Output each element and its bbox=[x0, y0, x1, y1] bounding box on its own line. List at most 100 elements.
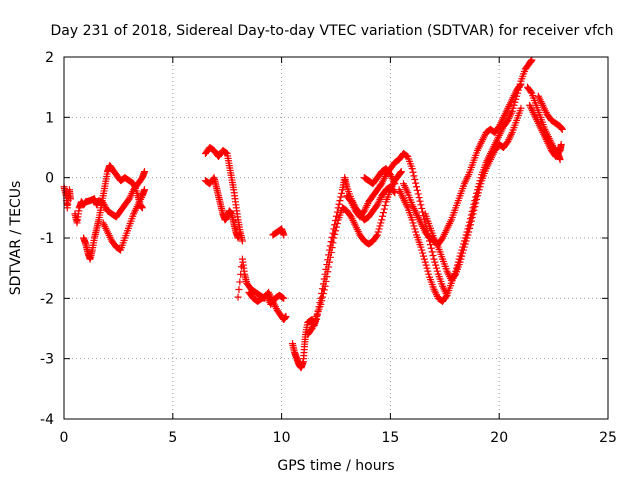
x-tick-label: 15 bbox=[381, 430, 399, 446]
data-point bbox=[558, 125, 566, 133]
data-point bbox=[417, 243, 425, 251]
data-point bbox=[397, 168, 405, 176]
data-series-3 bbox=[80, 162, 146, 263]
y-tick-label: -1 bbox=[40, 231, 54, 247]
data-point bbox=[475, 186, 483, 194]
data-point bbox=[375, 225, 383, 233]
data-point bbox=[314, 307, 322, 315]
data-point bbox=[236, 278, 244, 286]
data-point bbox=[460, 246, 468, 254]
data-point bbox=[417, 201, 425, 209]
x-tick-label: 0 bbox=[60, 430, 69, 446]
data-series-16 bbox=[421, 104, 525, 284]
data-point bbox=[378, 216, 386, 224]
data-series-15 bbox=[399, 80, 525, 248]
data-point bbox=[312, 315, 320, 323]
data-point bbox=[433, 267, 441, 275]
data-point bbox=[234, 293, 242, 301]
data-point bbox=[467, 217, 475, 225]
data-point bbox=[424, 267, 432, 275]
data-point bbox=[429, 251, 437, 259]
data-point bbox=[527, 88, 535, 96]
data-point bbox=[323, 261, 331, 269]
data-point bbox=[328, 233, 336, 241]
y-tick-label: -4 bbox=[40, 412, 54, 428]
data-point bbox=[409, 219, 417, 227]
data-point bbox=[412, 179, 420, 187]
data-point bbox=[413, 183, 421, 191]
data-series-8 bbox=[245, 288, 288, 308]
data-point bbox=[377, 219, 385, 227]
data-point bbox=[412, 228, 420, 236]
data-point bbox=[466, 224, 474, 232]
data-point bbox=[413, 186, 421, 194]
data-point bbox=[332, 212, 340, 220]
data-point bbox=[466, 221, 474, 229]
data-point bbox=[433, 264, 441, 272]
data-series-9 bbox=[269, 225, 288, 239]
data-point bbox=[463, 234, 471, 242]
data-point bbox=[280, 294, 288, 302]
data-point bbox=[379, 209, 387, 217]
data-point bbox=[459, 249, 467, 257]
data-point bbox=[432, 261, 440, 269]
chart-title: Day 231 of 2018, Sidereal Day-to-day VTE… bbox=[50, 23, 613, 39]
data-point bbox=[425, 270, 433, 278]
data-point bbox=[508, 107, 516, 115]
data-point bbox=[426, 241, 434, 249]
data-point bbox=[470, 206, 478, 214]
data-point bbox=[141, 186, 149, 194]
data-point bbox=[409, 168, 417, 176]
data-points bbox=[60, 56, 566, 372]
data-point bbox=[234, 234, 242, 242]
data-series-5 bbox=[201, 144, 246, 245]
data-point bbox=[414, 190, 422, 198]
y-tick-label: 1 bbox=[45, 110, 54, 126]
data-point bbox=[335, 200, 343, 208]
x-tick-label: 5 bbox=[168, 430, 177, 446]
data-point bbox=[427, 244, 435, 252]
data-series-18 bbox=[526, 101, 565, 161]
data-point bbox=[336, 197, 344, 205]
data-point bbox=[468, 213, 476, 221]
data-point bbox=[222, 149, 230, 157]
data-point bbox=[421, 258, 429, 266]
y-tick-label: -2 bbox=[40, 291, 54, 307]
data-point bbox=[322, 265, 330, 273]
data-point bbox=[330, 225, 338, 233]
data-point bbox=[416, 197, 424, 205]
data-point bbox=[431, 258, 439, 266]
data-point bbox=[517, 80, 525, 88]
data-point bbox=[381, 201, 389, 209]
data-series-13 bbox=[360, 165, 399, 188]
data-point bbox=[324, 256, 332, 264]
data-point bbox=[332, 217, 340, 225]
data-point bbox=[391, 189, 399, 197]
data-point bbox=[418, 246, 426, 254]
data-point bbox=[462, 237, 470, 245]
data-point bbox=[457, 255, 465, 263]
data-point bbox=[476, 183, 484, 191]
data-point bbox=[472, 199, 480, 207]
data-point bbox=[279, 294, 287, 302]
data-point bbox=[465, 228, 473, 236]
data-point bbox=[372, 232, 380, 240]
data-point bbox=[373, 231, 381, 239]
data-point bbox=[471, 203, 479, 211]
data-point bbox=[458, 252, 466, 260]
data-point bbox=[477, 180, 485, 188]
data-point bbox=[138, 204, 146, 212]
x-tick-label: 10 bbox=[273, 430, 291, 446]
data-point bbox=[391, 180, 399, 188]
axis-ticks: 0 5 10 15 20 25 -4 -3 -2 -1 0 1 2 bbox=[40, 50, 617, 446]
data-point bbox=[320, 275, 328, 283]
data-series-6 bbox=[201, 174, 242, 242]
data-point bbox=[473, 195, 481, 203]
data-point bbox=[516, 81, 524, 89]
data-point bbox=[411, 175, 419, 183]
data-point bbox=[461, 240, 469, 248]
data-point bbox=[315, 303, 323, 311]
data-point bbox=[318, 290, 326, 298]
y-tick-label: 2 bbox=[45, 50, 54, 66]
